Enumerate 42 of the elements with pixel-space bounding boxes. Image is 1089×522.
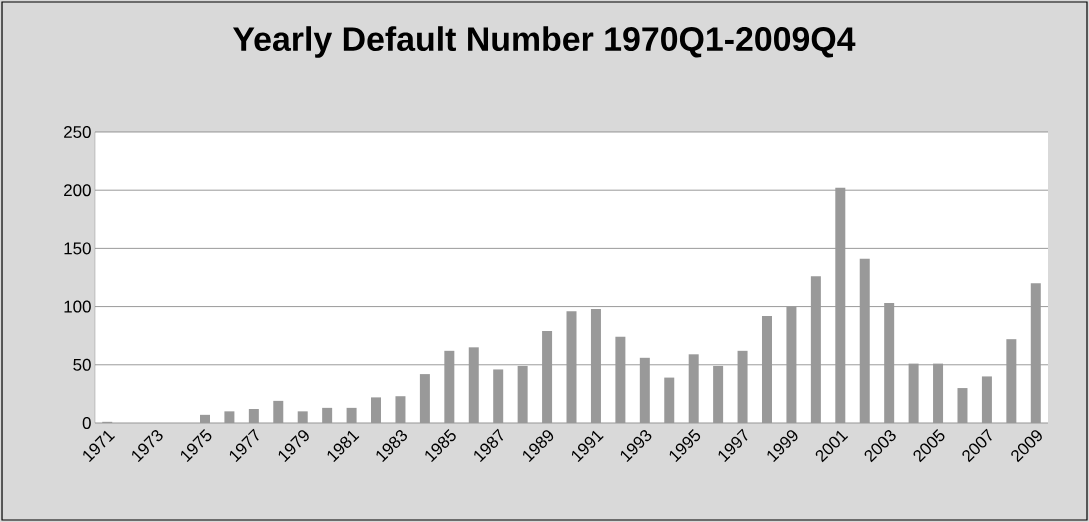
y-tick-label: 200	[64, 184, 91, 197]
bar	[273, 400, 284, 423]
bar	[297, 411, 308, 423]
bar	[639, 357, 650, 423]
bar	[248, 409, 259, 423]
bar	[761, 315, 772, 423]
bar	[1030, 283, 1041, 423]
bar	[981, 376, 992, 423]
y-tick-label: 50	[73, 358, 91, 371]
bar	[322, 407, 333, 423]
bar	[468, 347, 479, 423]
bar	[884, 303, 895, 423]
y-tick-label: 100	[64, 300, 91, 313]
bar	[615, 336, 626, 423]
bar	[664, 377, 675, 423]
bar	[493, 369, 504, 423]
bar	[713, 365, 724, 423]
bar	[737, 350, 748, 423]
y-tick-label: 250	[64, 125, 91, 138]
bar	[395, 396, 406, 423]
bar	[346, 407, 357, 423]
bar	[835, 187, 846, 423]
bar	[542, 331, 553, 423]
chart-title: Yearly Default Number 1970Q1-2009Q4	[232, 26, 856, 58]
bar	[566, 311, 577, 423]
bar	[444, 350, 455, 423]
bar	[810, 276, 821, 423]
bar	[419, 374, 430, 423]
bar	[1006, 339, 1017, 423]
y-tick-label: 0	[82, 416, 91, 429]
bar	[224, 411, 235, 423]
y-tick-label: 150	[64, 242, 91, 255]
bar	[199, 414, 210, 423]
bar	[371, 397, 382, 423]
bar	[957, 388, 968, 423]
bar	[590, 308, 601, 423]
bar	[933, 363, 944, 423]
bar	[908, 363, 919, 423]
bar	[859, 258, 870, 423]
bar	[786, 306, 797, 423]
bar	[688, 354, 699, 423]
bar	[517, 365, 528, 423]
